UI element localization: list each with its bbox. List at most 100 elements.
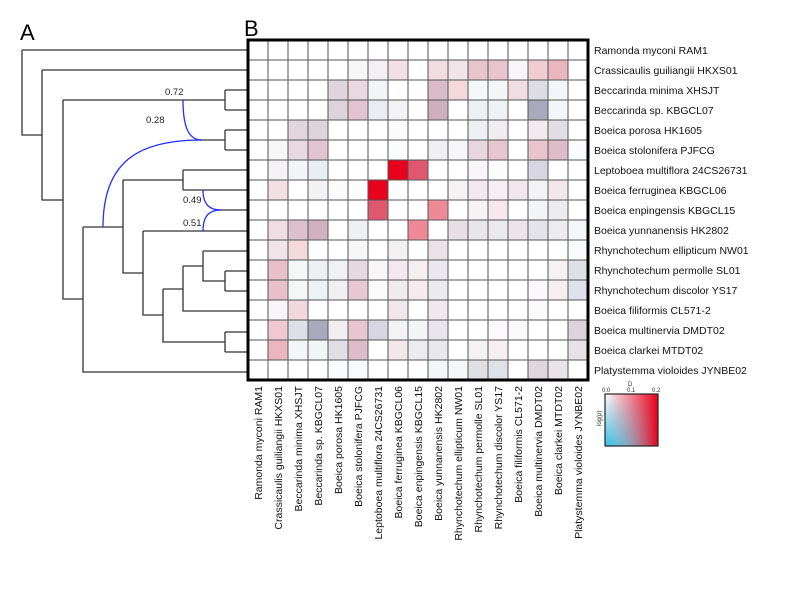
column-label: Boeica yunnanensis HK2802	[433, 386, 445, 521]
heatmap-cell	[247, 319, 269, 341]
heatmap-cell	[327, 259, 349, 281]
legend-ylabel: log(p)	[597, 411, 603, 426]
heatmap-cell	[287, 119, 309, 141]
heatmap-cell	[307, 59, 329, 81]
heatmap-cell	[267, 219, 289, 241]
heatmap-cell	[407, 59, 429, 81]
heatmap-cell	[367, 319, 389, 341]
heatmap-cell	[467, 319, 489, 341]
heatmap-cell	[307, 79, 329, 101]
heatmap-cell	[327, 119, 349, 141]
heatmap-cell	[527, 319, 549, 341]
heatmap-cell	[487, 239, 509, 261]
heatmap-cell	[247, 359, 269, 381]
heatmap-cell	[287, 159, 309, 181]
heatmap-cell	[347, 159, 369, 181]
heatmap-cell	[467, 239, 489, 261]
heatmap-cell	[367, 279, 389, 301]
heatmap-cell	[247, 79, 269, 101]
heatmap-cell	[547, 319, 569, 341]
heatmap-cell	[267, 239, 289, 261]
heatmap-cell	[327, 159, 349, 181]
heatmap-cell	[427, 159, 449, 181]
heatmap-cell	[267, 339, 289, 361]
heatmap-cell	[567, 259, 589, 281]
heatmap-cell	[387, 319, 409, 341]
heatmap-cell	[507, 179, 529, 201]
heatmap-cell	[387, 39, 409, 61]
heatmap-cell	[567, 119, 589, 141]
heatmap-cell	[247, 59, 269, 81]
heatmap-cell	[307, 299, 329, 321]
heatmap-cell	[547, 279, 569, 301]
heatmap-cell	[447, 219, 469, 241]
heatmap-cell	[367, 179, 389, 201]
heatmap-cell	[507, 39, 529, 61]
heatmap-cell	[547, 119, 569, 141]
heatmap-cell	[487, 319, 509, 341]
hybrid-edge-028	[102, 139, 203, 228]
heatmap-cell	[387, 219, 409, 241]
heatmap-cell	[547, 219, 569, 241]
heatmap-cell	[467, 339, 489, 361]
heatmap-cell	[467, 39, 489, 61]
heatmap-cell	[327, 39, 349, 61]
heatmap-cell	[267, 99, 289, 121]
heatmap-cell	[267, 39, 289, 61]
heatmap-cell	[367, 79, 389, 101]
heatmap-cell	[527, 159, 549, 181]
heatmap-cell	[407, 199, 429, 221]
inheritance-label: 0.51	[183, 218, 202, 229]
heatmap-cell	[507, 319, 529, 341]
heatmap-cell	[447, 279, 469, 301]
heatmap-cell	[527, 79, 549, 101]
heatmap-cell	[347, 59, 369, 81]
heatmap-cell	[367, 99, 389, 121]
heatmap-cell	[427, 319, 449, 341]
heatmap-cell	[447, 159, 469, 181]
heatmap-cell	[307, 259, 329, 281]
heatmap-cell	[527, 59, 549, 81]
heatmap-cell	[287, 99, 309, 121]
legend-border	[604, 393, 659, 447]
heatmap-cell	[307, 279, 329, 301]
heatmap-cell	[547, 239, 569, 261]
heatmap-cell	[467, 359, 489, 381]
heatmap-cell	[567, 359, 589, 381]
heatmap-cell	[407, 219, 429, 241]
heatmap-cell	[447, 199, 469, 221]
heatmap-cell	[287, 59, 309, 81]
heatmap-cell	[347, 319, 369, 341]
heatmap-cell	[247, 199, 269, 221]
heatmap-cell	[267, 259, 289, 281]
heatmap-cell	[367, 219, 389, 241]
heatmap-cell	[327, 79, 349, 101]
heatmap-cell	[327, 339, 349, 361]
heatmap-cell	[547, 339, 569, 361]
heatmap-cell	[487, 179, 509, 201]
heatmap-cell	[507, 99, 529, 121]
heatmap-cell	[427, 79, 449, 101]
heatmap-cell	[347, 239, 369, 261]
heatmap-cell	[247, 139, 269, 161]
heatmap-cell	[427, 339, 449, 361]
row-label: Boeica ferruginea KBGCL06	[594, 185, 727, 197]
heatmap-cell	[527, 39, 549, 61]
column-label: Boeica enpingensis KBGCL15	[413, 386, 425, 527]
heatmap-cell	[287, 339, 309, 361]
heatmap-cell	[287, 319, 309, 341]
row-label: Boeica porosa HK1605	[594, 125, 702, 137]
column-label: Boeica porosa HK1605	[333, 386, 345, 494]
heatmap-cell	[527, 179, 549, 201]
heatmap-cell	[407, 139, 429, 161]
heatmap-cell	[327, 239, 349, 261]
heatmap-cell	[427, 119, 449, 141]
legend-tick: 0.1	[627, 388, 636, 394]
heatmap-cell	[347, 139, 369, 161]
heatmap-cell	[507, 119, 529, 141]
heatmap-cell	[427, 219, 449, 241]
heatmap-cell	[387, 159, 409, 181]
heatmap-cell	[407, 119, 429, 141]
heatmap-cell	[507, 199, 529, 221]
